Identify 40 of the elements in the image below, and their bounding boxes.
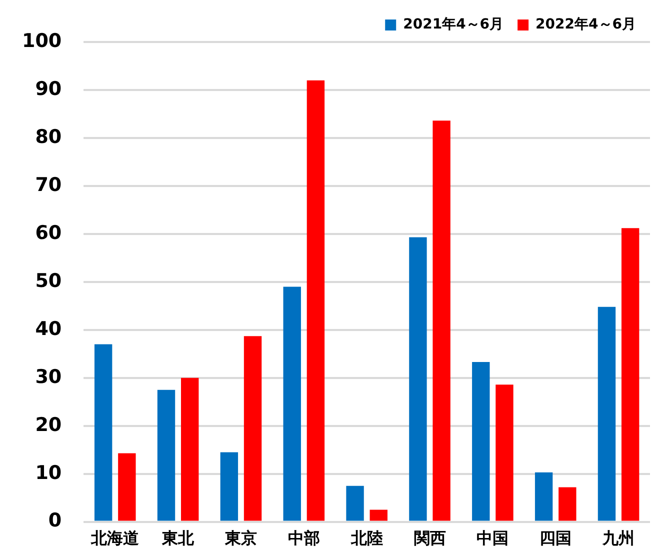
x-tick-label: 東北	[161, 528, 196, 548]
bar	[370, 510, 388, 521]
legend-label: 2022年4～6月	[536, 16, 636, 33]
bar	[409, 237, 427, 521]
bar	[244, 336, 262, 521]
y-tick-label: 30	[35, 366, 62, 388]
y-tick-label: 100	[22, 30, 62, 52]
y-tick-label: 40	[35, 318, 62, 340]
y-tick-label: 0	[48, 510, 62, 532]
x-tick-label: 中部	[288, 528, 320, 548]
bar	[118, 453, 136, 521]
bar	[621, 228, 640, 521]
bar	[94, 344, 112, 521]
bar	[496, 384, 514, 521]
bar	[306, 80, 325, 521]
y-tick-label: 80	[35, 126, 62, 148]
bar	[598, 306, 616, 521]
y-tick-label: 10	[35, 462, 62, 484]
legend-label: 2021年4～6月	[403, 16, 504, 33]
x-tick-label: 東京	[224, 528, 257, 548]
bar	[558, 487, 576, 521]
x-tick-label: 九州	[602, 528, 635, 548]
bar	[157, 390, 176, 521]
bar	[534, 472, 553, 521]
y-tick-label: 90	[35, 78, 62, 100]
bar	[220, 452, 238, 521]
x-tick-label: 北陸	[350, 528, 383, 548]
x-tick-label: 四国	[540, 528, 572, 548]
bar	[181, 378, 199, 521]
y-tick-label: 20	[35, 414, 62, 436]
y-tick-label: 60	[35, 222, 62, 244]
bar	[283, 286, 301, 521]
x-tick-label: 関西	[414, 528, 446, 548]
bar	[346, 486, 364, 521]
bar	[472, 362, 490, 521]
bar	[432, 120, 450, 521]
x-tick-label: 北海道	[90, 528, 140, 548]
y-tick-label: 50	[35, 270, 62, 292]
x-tick-label: 中国	[476, 528, 509, 548]
y-tick-label: 70	[35, 174, 62, 196]
